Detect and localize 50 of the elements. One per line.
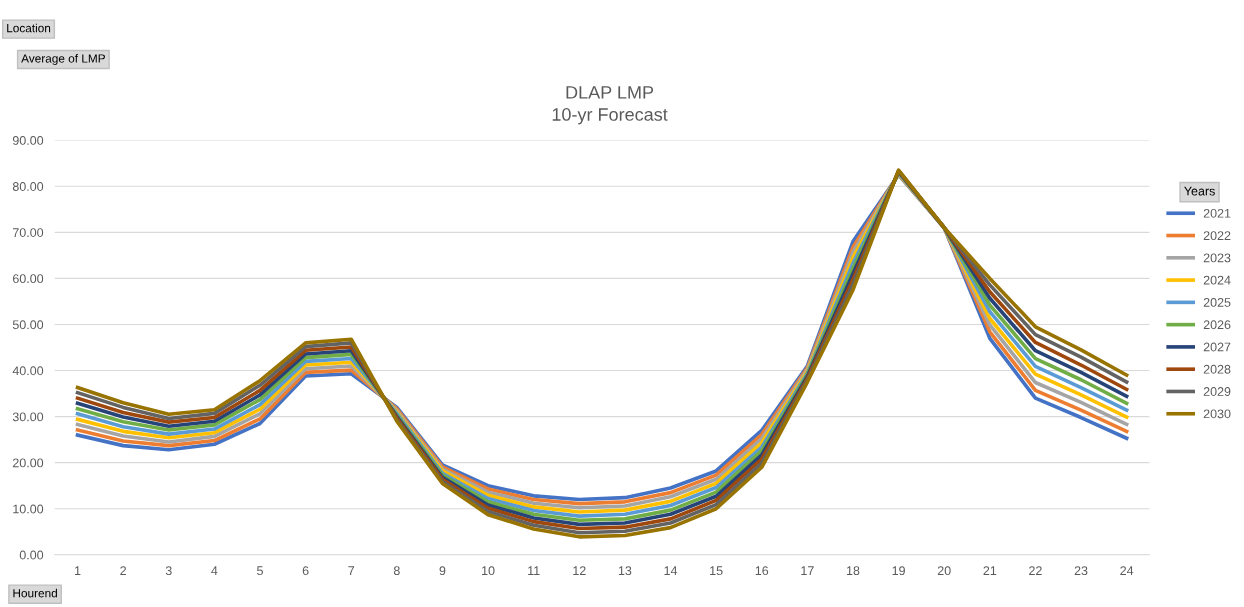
- x-tick-label: 18: [846, 566, 860, 576]
- x-tick-label: 2: [120, 566, 126, 575]
- y-tick-label: 80.00: [12, 182, 44, 191]
- y-tick-label: 60.00: [12, 274, 44, 284]
- x-tick-label: 4: [211, 566, 218, 575]
- y-tick-label: 10.00: [13, 504, 44, 514]
- legend-label: 2023: [1203, 253, 1231, 263]
- x-tick-label: 10: [482, 566, 495, 576]
- x-tick-label: 19: [892, 566, 905, 576]
- legend-label: 2028: [1203, 364, 1231, 374]
- x-tick-label: 3: [165, 566, 172, 576]
- legend-label: 2024: [1203, 275, 1231, 285]
- legend-label: 2025: [1203, 298, 1231, 307]
- x-tick-label: 8: [393, 566, 400, 576]
- x-tick-label: 1: [75, 566, 81, 575]
- x-tick-label: 9: [439, 566, 446, 576]
- x-tick-label: 20: [937, 566, 951, 576]
- x-tick-label: 12: [573, 566, 586, 575]
- y-tick-label: 20.00: [12, 458, 44, 468]
- y-tick-label: 90.00: [12, 136, 44, 145]
- x-tick-label: 17: [801, 566, 814, 575]
- x-tick-label: 16: [755, 566, 769, 576]
- x-tick-label: 21: [983, 566, 997, 575]
- chart-title: DLAP LMP: [566, 86, 654, 99]
- y-tick-label: 70.00: [12, 228, 44, 237]
- x-tick-label: 5: [257, 566, 263, 576]
- y-tick-label: 50.00: [12, 320, 44, 330]
- legend-label: 2030: [1203, 409, 1231, 419]
- legend-label: 2021: [1203, 208, 1231, 218]
- y-tick-label: 40.00: [12, 366, 44, 376]
- x-axis-title: Hourend: [13, 588, 57, 598]
- legend-title: Years: [1184, 186, 1215, 196]
- legend-label: 2029: [1203, 387, 1231, 396]
- x-tick-label: 6: [302, 566, 309, 576]
- text: Average of LMP: [21, 54, 105, 65]
- x-tick-label: 11: [528, 566, 540, 575]
- x-tick-label: 15: [710, 566, 723, 576]
- x-tick-label: 24: [1120, 566, 1134, 575]
- legend-label: 2026: [1203, 320, 1231, 330]
- x-tick-label: 23: [1074, 566, 1088, 576]
- text: Location: [7, 23, 51, 33]
- y-tick-label: 30.00: [12, 412, 44, 422]
- chart-subtitle: 10-yr Forecast: [552, 108, 668, 125]
- x-tick-label: 13: [618, 566, 632, 576]
- x-tick-label: 7: [348, 566, 355, 575]
- x-tick-label: 22: [1029, 566, 1042, 575]
- y-tick-label: 0.00: [19, 550, 44, 560]
- x-tick-label: 14: [664, 566, 678, 575]
- legend-label: 2027: [1203, 342, 1231, 352]
- legend-label: 2022: [1203, 231, 1231, 241]
